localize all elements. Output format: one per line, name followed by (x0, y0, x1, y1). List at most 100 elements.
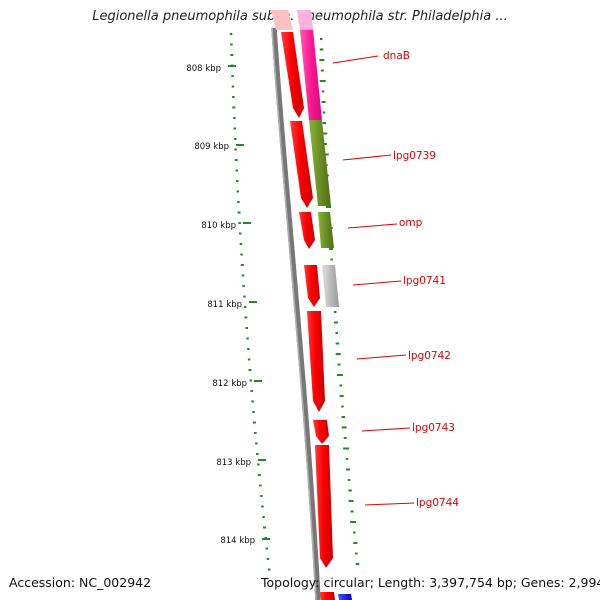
gc-content-dash (236, 190, 240, 193)
gc-skew-dash (321, 101, 326, 103)
gc-content-dash (246, 337, 249, 340)
gc-content-dash (245, 327, 248, 329)
gc-skew-dash (348, 500, 354, 502)
gene-label-lpg0741[interactable]: lpg0741 (403, 275, 446, 287)
kbp-tick-label: 812 kbp (212, 379, 247, 389)
cds-feature-dnaB[interactable] (300, 30, 322, 120)
gc-skew-dash (326, 206, 331, 208)
gc-skew-dash (322, 153, 329, 156)
gene-label-lpg0743[interactable]: lpg0743 (412, 422, 455, 434)
gc-skew-dash (319, 48, 324, 51)
gc-content-dash (255, 442, 258, 445)
kbp-tick-label: 811 kbp (207, 300, 242, 310)
gc-skew-dash (341, 416, 346, 418)
cds-feature[interactable] (315, 445, 333, 568)
gc-content-dash (230, 43, 233, 46)
reverse-strand-cds[interactable] (271, 10, 335, 600)
gc-content-dash (237, 211, 241, 214)
gc-content-dash (251, 400, 254, 403)
gene-label-lpg0742[interactable]: lpg0742 (408, 350, 451, 362)
gc-skew-dash (353, 542, 358, 544)
gc-content-dash (230, 54, 234, 56)
cds-feature-omp[interactable] (318, 212, 334, 248)
gc-skew-dash (337, 363, 341, 366)
gc-content-dash (254, 432, 257, 434)
sequence-backbone (271, 27, 321, 600)
gc-content-dash (257, 463, 260, 466)
gc-content-dash (259, 484, 262, 487)
gene-label-omp[interactable]: omp (399, 217, 423, 229)
gc-content-dash (263, 526, 267, 529)
cds-feature[interactable] (320, 592, 335, 600)
gc-skew-dash (346, 468, 350, 471)
gc-skew-dash (329, 248, 333, 250)
gc-skew-dash (322, 111, 326, 114)
gc-content-dash (252, 411, 255, 413)
kbp-tick-label: 813 kbp (216, 458, 251, 468)
gc-content-dash (233, 127, 236, 130)
kbp-tick-mark (228, 65, 236, 67)
gc-skew-track-outer (319, 38, 360, 565)
gc-content-dash (249, 379, 253, 382)
kbp-tick-mark (249, 301, 257, 303)
gc-content-dash (243, 306, 247, 308)
cds-feature-lpg0739[interactable] (309, 120, 331, 206)
cds-feature[interactable] (271, 10, 293, 30)
label-leader-line (356, 354, 407, 360)
gc-content-dash (234, 148, 237, 151)
gene-label-lpg0744[interactable]: lpg0744 (416, 497, 459, 509)
gc-content-dash (241, 274, 245, 277)
cds-feature[interactable] (281, 32, 304, 118)
cds-feature-edge[interactable] (338, 594, 352, 600)
forward-strand-cds[interactable] (297, 10, 352, 600)
gc-content-dash (267, 568, 271, 571)
gc-skew-dash (353, 531, 356, 534)
topology-text: Topology: circular; Length: 3,397,754 bp… (261, 575, 600, 590)
gc-skew-dash (320, 38, 323, 40)
gc-content-dash (237, 201, 240, 203)
gc-skew-dash (339, 395, 344, 397)
gc-skew-dash (355, 552, 358, 555)
gc-content-dash (257, 474, 261, 476)
gc-content-dash (231, 85, 235, 88)
gc-content-dash (266, 558, 270, 560)
gc-skew-dash (341, 426, 347, 429)
gc-skew-dash (345, 458, 349, 460)
cds-feature[interactable] (307, 311, 325, 412)
kbp-tick-label: 809 kbp (194, 142, 229, 152)
gc-skew-dash (348, 489, 352, 492)
gc-skew-dash (321, 90, 325, 93)
gc-skew-dash (343, 447, 350, 450)
gc-skew-dash (333, 311, 337, 313)
gc-content-dash (247, 348, 250, 350)
gc-skew-dash (343, 437, 347, 439)
gene-label-dnaB[interactable]: dnaB (383, 50, 410, 62)
gene-label-lpg0739[interactable]: lpg0739 (393, 150, 436, 162)
gc-content-dash (231, 75, 234, 77)
kbp-scale: 808 kbp 809 kbp 810 kbp 811 kbp 812 kbp … (186, 64, 270, 546)
label-leader-line (342, 154, 392, 161)
gc-content-dash (232, 106, 236, 109)
cds-feature[interactable] (290, 121, 313, 208)
gc-content-dash (233, 117, 236, 119)
gc-skew-dash (347, 479, 351, 481)
cds-feature[interactable] (297, 10, 313, 30)
gc-skew-dash (355, 563, 360, 565)
gc-skew-dash (339, 384, 342, 387)
gc-skew-dash (330, 258, 333, 261)
gc-content-dash (232, 96, 235, 98)
label-leader-line (364, 502, 415, 506)
label-leader-line (361, 427, 411, 432)
cds-feature[interactable] (313, 420, 329, 444)
cds-feature[interactable] (299, 212, 315, 249)
cds-feature-lpg0741[interactable] (322, 265, 339, 307)
gc-content-dash (234, 159, 238, 161)
gc-skew-dash (319, 59, 325, 61)
gc-content-dash (243, 295, 246, 298)
label-leader-line (352, 280, 402, 286)
gc-skew-dash (336, 374, 343, 376)
cds-feature[interactable] (304, 265, 320, 307)
kbp-tick-mark (254, 380, 262, 382)
gc-content-dash (239, 232, 242, 235)
